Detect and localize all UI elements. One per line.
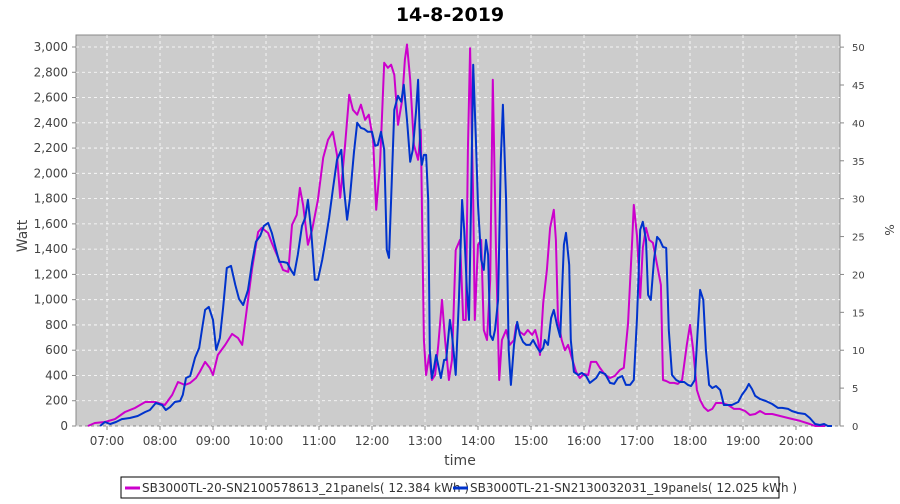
y-tick-label: 2,000 [34,166,68,180]
y2-tick-label: 20 [852,270,865,281]
y2-tick-label: 25 [852,233,865,244]
series-line-2 [99,63,832,427]
y-tick-label: 1,800 [34,192,68,206]
y2-tick-label: 45 [852,81,865,92]
x-axis: 07:00 08:00 09:00 10:00 11:00 12:00 13:00 14:00… [90,426,814,448]
x-tick-label: 10:00 [249,434,284,448]
y-tick-label: 1,200 [34,267,68,281]
y2-tick-label: 35 [852,157,865,168]
x-tick-label: 16:00 [567,434,602,448]
y-tick-label: 1,000 [34,293,68,307]
y-tick-label: 2,400 [34,116,68,130]
y2-tick-label: 10 [852,346,865,357]
x-tick-label: 14:00 [461,434,496,448]
x-tick-label: 08:00 [143,434,178,448]
x-tick-label: 09:00 [196,434,231,448]
y-axis-right: 0 5 10 15 20 25 30 35 40 45 50 [840,43,865,433]
y-tick-label: 2,600 [34,91,68,105]
x-tick-label: 17:00 [620,434,655,448]
y-tick-label: 2,800 [34,65,68,79]
x-tick-label: 11:00 [302,434,337,448]
x-tick-label: 20:00 [779,434,814,448]
y2-tick-label: 40 [852,119,865,130]
y-tick-label: 1,600 [34,217,68,231]
y2-tick-label: 30 [852,195,865,206]
legend-label-series-2: SB3000TL-21-SN2130032031_19panels( 12.02… [470,481,797,495]
x-tick-label: 13:00 [408,434,443,448]
y-tick-label: 0 [60,419,68,433]
x-tick-label: 18:00 [673,434,708,448]
y-tick-label: 400 [45,368,68,382]
y-tick-label: 600 [45,343,68,357]
plot-area [75,34,841,427]
y-tick-label: 2,200 [34,141,68,155]
legend: SB3000TL-20-SN2100578613_21panels( 12.38… [120,476,797,499]
series-lines [87,43,832,427]
chart-title: 14-8-2019 [396,4,504,26]
y-axis-left: 0 200 400 600 800 1,000 1,200 1,400 1,600 1,800 2,… [34,40,76,433]
y-tick-label: 1,400 [34,242,68,256]
legend-label-series-1: SB3000TL-20-SN2100578613_21panels( 12.38… [142,481,469,495]
y2-tick-label: 5 [852,384,858,395]
y-tick-label: 3,000 [34,40,68,54]
series-line-1 [87,43,826,427]
y2-tick-label: 0 [852,422,858,433]
y-axis-label: Watt [15,219,31,252]
y-tick-label: 800 [45,318,68,332]
x-tick-label: 19:00 [726,434,761,448]
y2-tick-label: 15 [852,308,865,319]
x-axis-label: time [444,453,476,469]
y-tick-label: 200 [45,394,68,408]
y2-axis-label: % [882,224,896,235]
x-tick-label: 12:00 [355,434,390,448]
x-tick-label: 07:00 [90,434,125,448]
x-tick-label: 15:00 [514,434,549,448]
y2-tick-label: 50 [852,43,865,54]
